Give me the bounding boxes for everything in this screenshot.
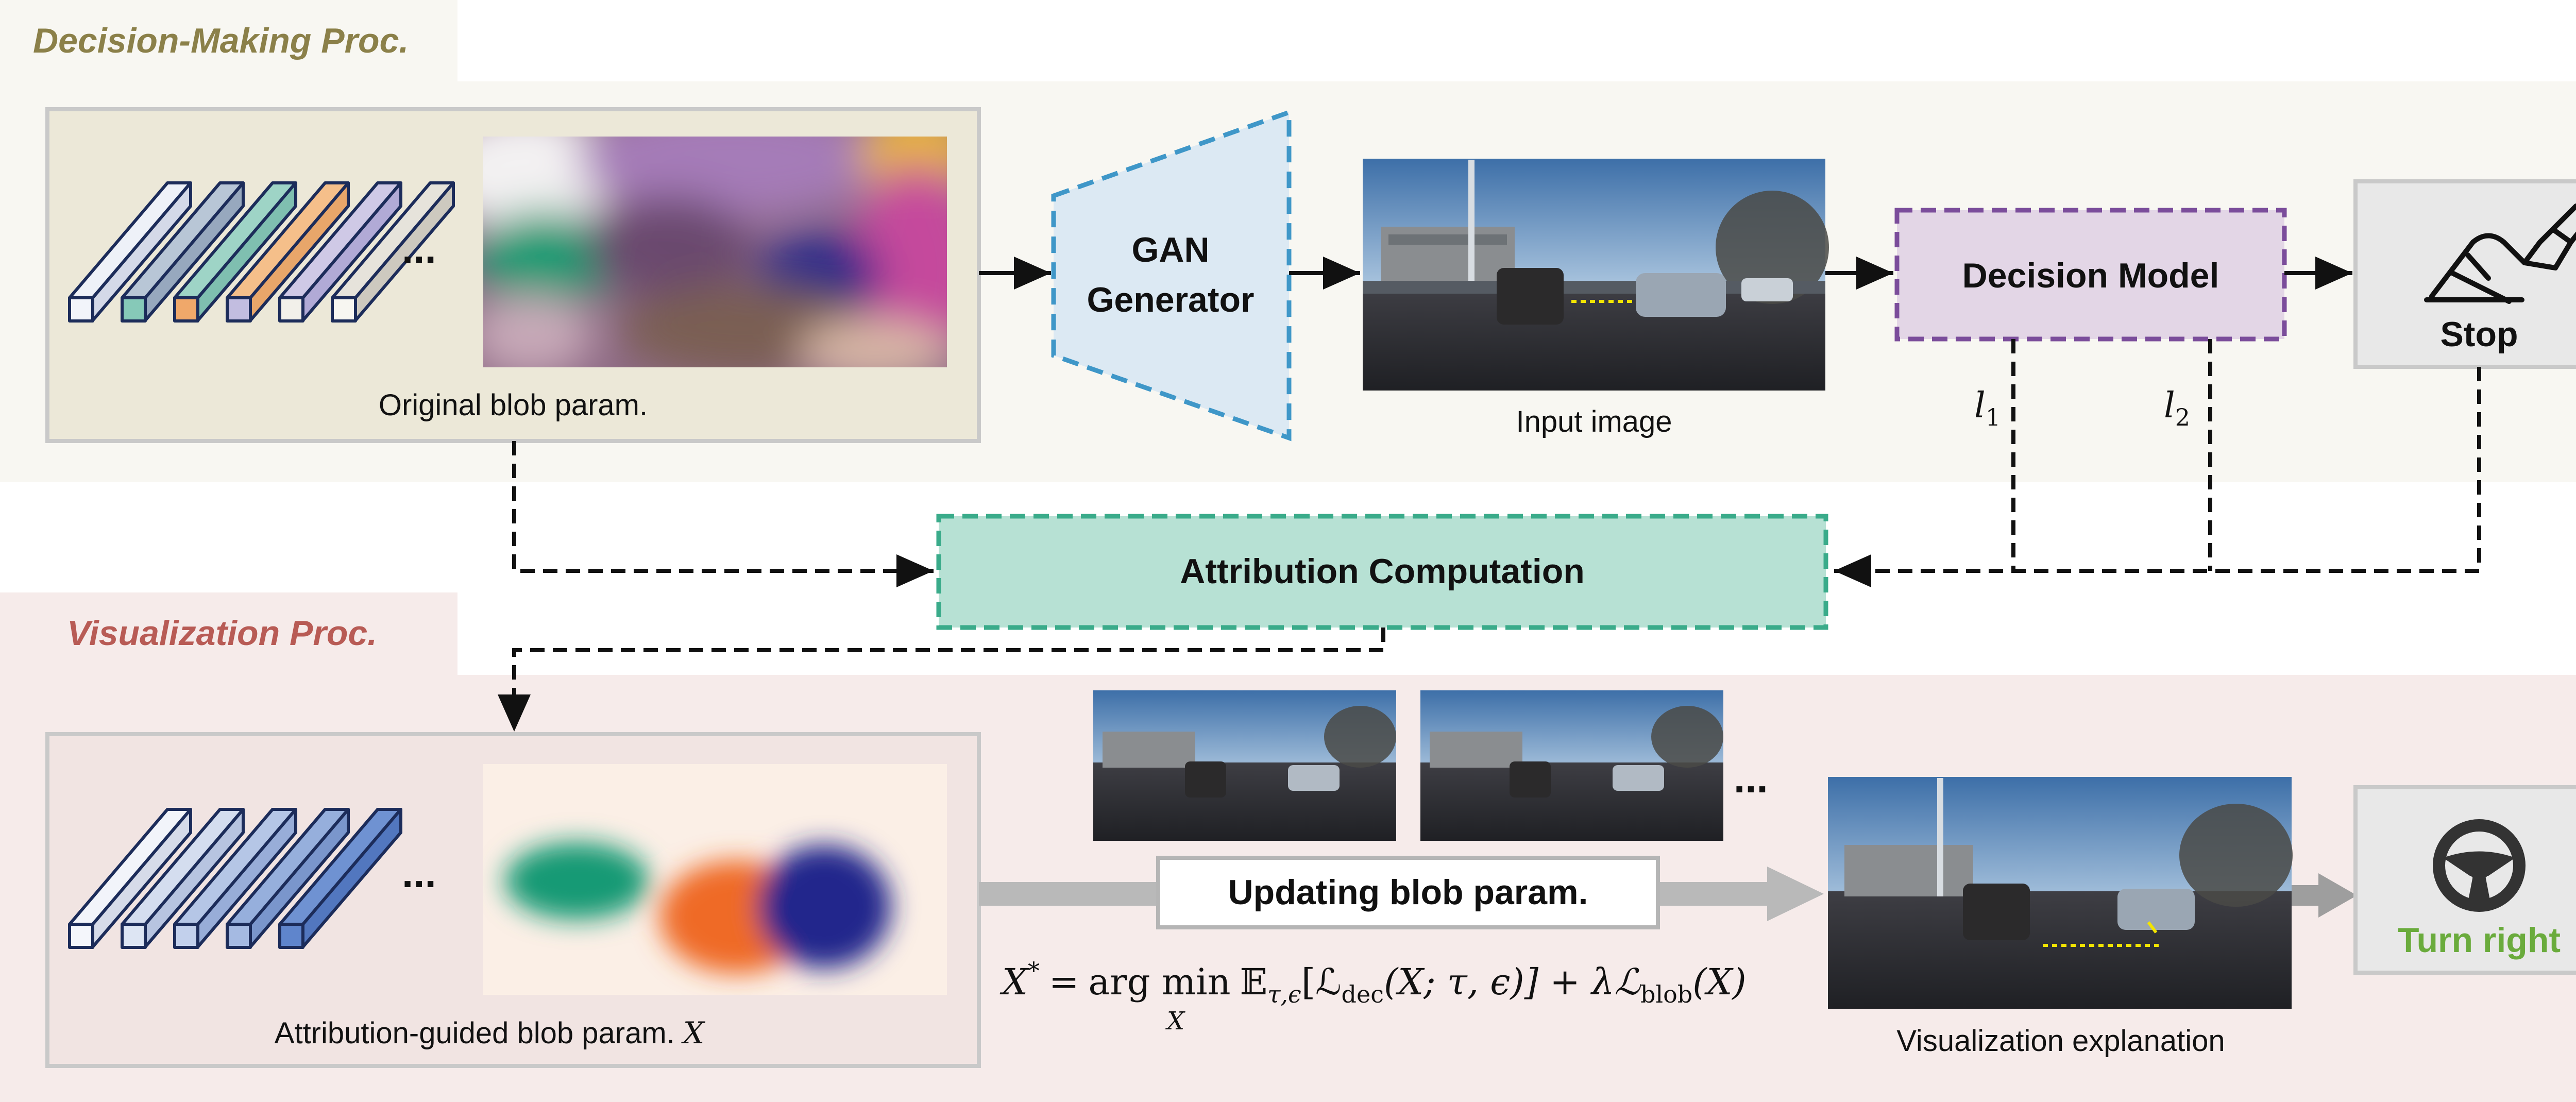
- original-blob-caption: Original blob param.: [379, 388, 648, 422]
- param-bar: [278, 808, 402, 949]
- visualization-title-tab: [0, 592, 457, 676]
- attribution-blob-image: [483, 764, 947, 995]
- attribution-to-blob-connector: [498, 628, 1385, 732]
- param-bar: [68, 808, 192, 949]
- param-bar: [68, 181, 192, 323]
- param-bar: [121, 808, 245, 949]
- attribution-blob-caption: Attribution-guided blob param. X: [275, 1015, 706, 1050]
- distance-indicator: [2147, 921, 2158, 934]
- optimization-step-thumbnail: [1420, 690, 1723, 841]
- decision-title-tab: [0, 0, 457, 81]
- ellipsis: ...: [1734, 755, 1768, 801]
- param-bar: [278, 181, 402, 323]
- visualization-caption: Visualization explanation: [1896, 1024, 2225, 1058]
- l1-label: l1: [1974, 385, 2001, 431]
- gan-generator: [1051, 109, 1292, 442]
- blob-param-bars-blue: [68, 808, 402, 949]
- param-bar: [173, 181, 297, 323]
- updating-blob-label: Updating blob param.: [1228, 873, 1588, 912]
- ellipsis: ...: [402, 850, 436, 896]
- optimization-formula: X* = arg min 𝔼τ,ϵ[ℒdec(X; τ, ϵ)] + λℒblob(X…: [999, 957, 1747, 1008]
- attribution-computation-label: Attribution Computation: [1180, 552, 1585, 591]
- attribution-computation-box: [936, 514, 1828, 630]
- turn-right-output-box: [2353, 785, 2576, 975]
- arrow-to-turn-right: [2292, 873, 2357, 918]
- gan-label-line2: Generator: [1087, 280, 1255, 319]
- l2-label: l2: [2164, 385, 2190, 431]
- turn-right-label: Turn right: [2398, 921, 2561, 960]
- section-title-visualization: Visualization Proc.: [67, 614, 377, 653]
- stop-label: Stop: [2440, 315, 2518, 354]
- original-blob-image: [483, 137, 947, 367]
- param-bar: [173, 808, 297, 949]
- steering-wheel-icon: [2433, 819, 2526, 912]
- ellipsis: ...: [402, 226, 436, 272]
- formula-argmin-subscript: X: [1165, 1007, 1185, 1036]
- param-bar: [226, 181, 350, 323]
- brake-pedal-icon: [2424, 204, 2576, 304]
- param-bar: [331, 181, 455, 323]
- blob-param-bars-colored: [68, 181, 455, 323]
- updating-blob-box: [1156, 856, 1660, 929]
- blob-to-attribution-connector: [512, 441, 934, 587]
- decision-model-label: Decision Model: [1962, 256, 2219, 295]
- stop-to-attribution-connector: [1834, 367, 2481, 587]
- gan-label-line1: GAN: [1131, 230, 1209, 269]
- optimization-step-thumbnail: [1093, 690, 1396, 841]
- visualization-explanation-image: [1828, 777, 2293, 1009]
- param-bar: [226, 808, 350, 949]
- input-image-caption: Input image: [1516, 405, 1672, 438]
- input-image: [1363, 159, 1829, 391]
- param-bar: [121, 181, 245, 323]
- section-title-decision: Decision-Making Proc.: [33, 21, 409, 60]
